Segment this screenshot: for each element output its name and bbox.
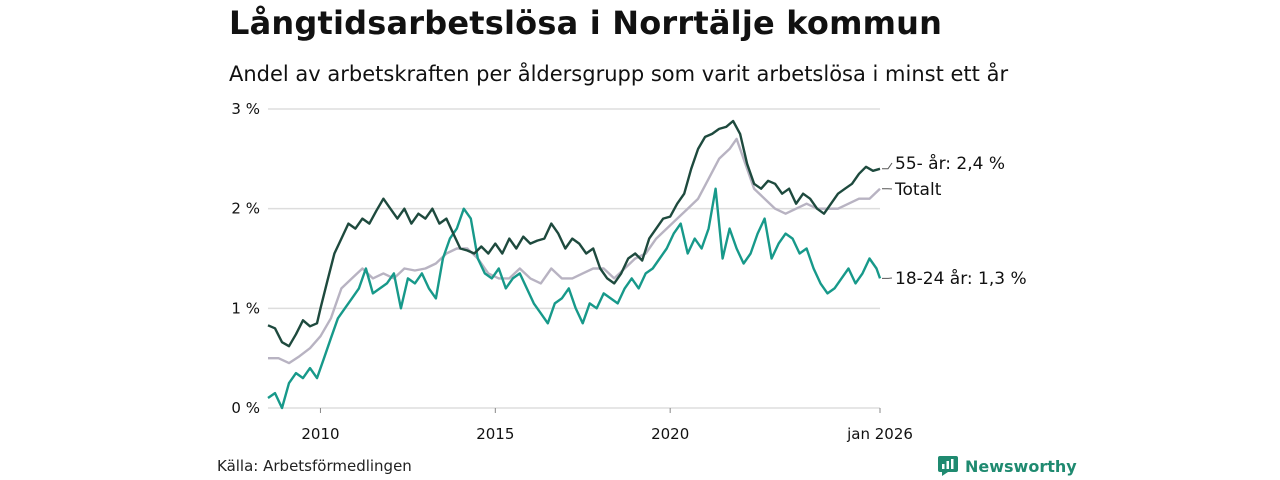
newsworthy-logo-icon: [938, 456, 958, 476]
series-line-0: [267, 119, 881, 348]
chart-title: Långtidsarbetslösa i Norrtälje kommun: [229, 4, 943, 42]
series-line-1: [268, 137, 881, 365]
series-line-2: [267, 187, 882, 410]
chart-subtitle: Andel av arbetskraften per åldersgrupp s…: [229, 62, 1009, 86]
x-tick-label: 2010: [301, 425, 339, 443]
x-tick-label: 2015: [476, 425, 514, 443]
series-end-label: 18-24 år: 1,3 %: [895, 268, 1027, 289]
x-tick-label: jan 2026: [846, 425, 913, 443]
y-tick-label: 3 %: [231, 100, 260, 118]
series-end-label: 55- år: 2,4 %: [895, 153, 1005, 174]
label-connector: [882, 162, 893, 170]
source-note: Källa: Arbetsförmedlingen: [217, 457, 412, 475]
y-tick-label: 2 %: [231, 200, 260, 218]
x-tick-label: 2020: [651, 425, 689, 443]
y-tick-label: 0 %: [231, 399, 260, 417]
brand-name: Newsworthy: [965, 456, 1077, 476]
y-tick-label: 1 %: [231, 299, 260, 317]
series-end-label: Totalt: [894, 180, 942, 200]
brand-logo[interactable]: Newsworthy: [938, 456, 1077, 476]
